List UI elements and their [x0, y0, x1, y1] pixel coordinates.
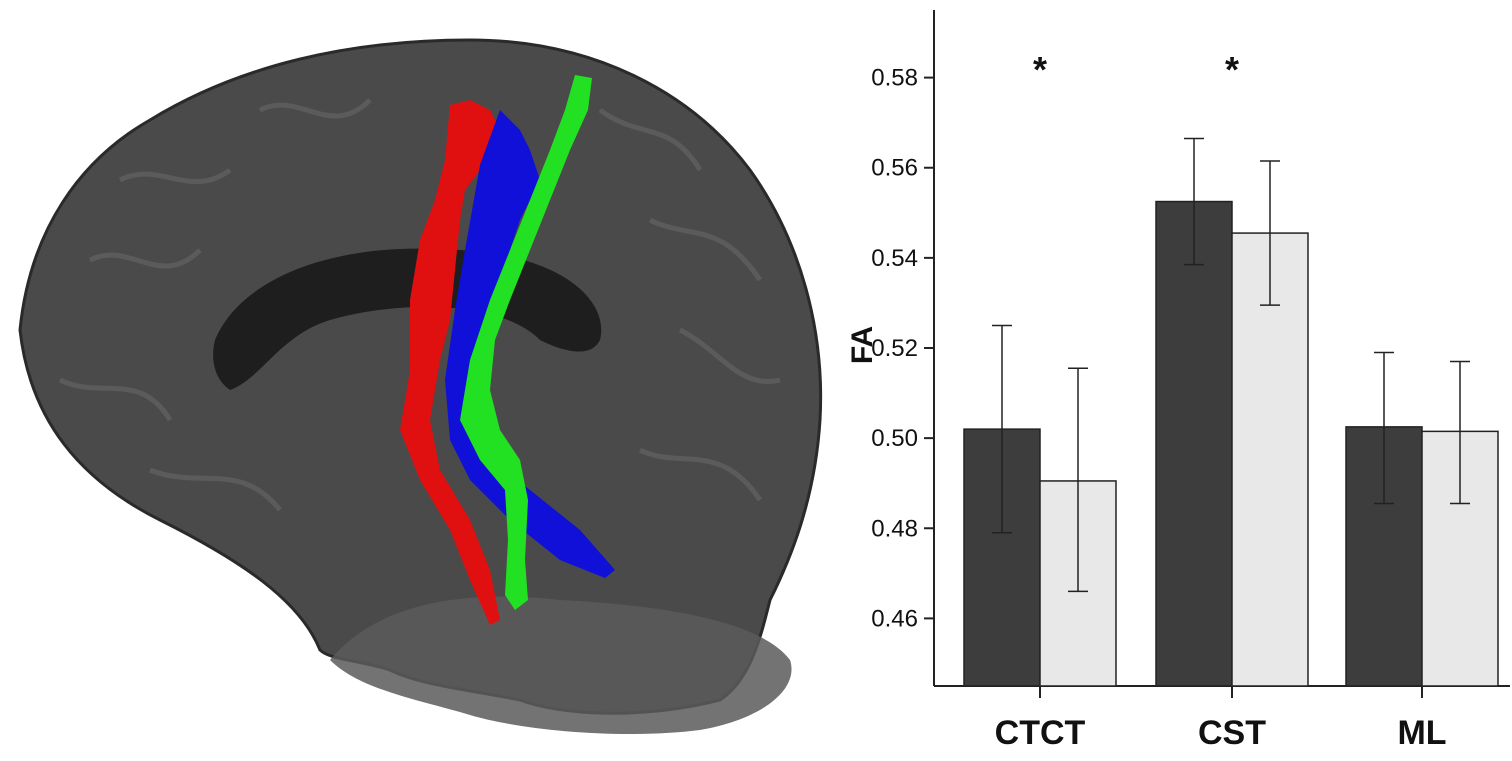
gyri-texture	[58, 98, 781, 512]
y-tick-label: 0.54	[871, 245, 918, 272]
error-bars-group	[992, 137, 1470, 593]
bar-cst-series1	[1155, 200, 1233, 687]
x-labels-group: CTCT CST ML	[995, 686, 1447, 752]
cerebellum-shape	[330, 596, 792, 735]
y-tick-label: 0.50	[871, 425, 918, 452]
y-tick-label: 0.56	[871, 155, 918, 182]
bars-group	[963, 200, 1499, 687]
x-category-label: CST	[1198, 714, 1266, 752]
chart-svg: FA 0.46 0.48 0.50 0.52 0.54 0.56 0.58 CTCT CST M…	[846, 10, 1510, 752]
y-tick-label: 0.48	[871, 515, 918, 542]
x-category-label: CTCT	[995, 714, 1086, 752]
significance-marks-group: * *	[1033, 49, 1239, 90]
fa-bar-chart: FA 0.46 0.48 0.50 0.52 0.54 0.56 0.58 CTCT CST M…	[830, 0, 1512, 756]
y-axis-title: FA	[846, 326, 879, 364]
significance-asterisk: *	[1225, 49, 1239, 90]
y-tick-label: 0.52	[871, 335, 918, 362]
y-tick-label: 0.58	[871, 65, 918, 92]
brain-tractography-image	[18, 38, 823, 735]
bar-cst-series2	[1231, 232, 1309, 687]
y-tick-label: 0.46	[871, 605, 918, 632]
y-ticks-group: 0.46 0.48 0.50 0.52 0.54 0.56 0.58	[871, 65, 934, 632]
green-tract	[460, 75, 592, 610]
significance-asterisk: *	[1033, 49, 1047, 90]
brain-svg	[18, 38, 823, 735]
x-category-label: ML	[1397, 714, 1446, 752]
red-tract	[400, 100, 500, 625]
